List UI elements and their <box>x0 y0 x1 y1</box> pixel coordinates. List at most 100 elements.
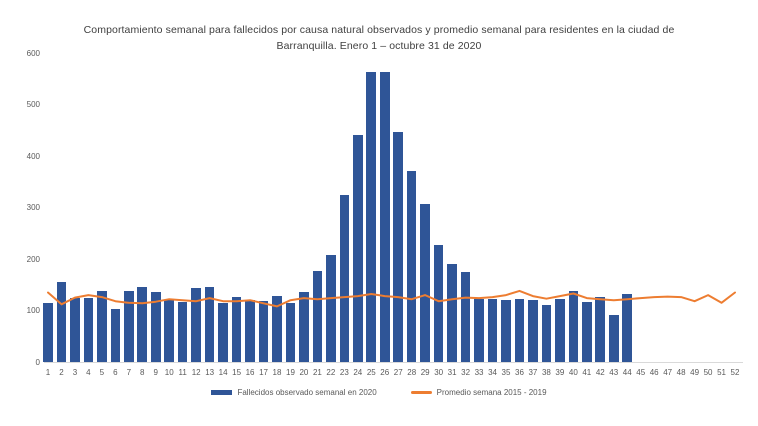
bar-week-26 <box>379 72 390 362</box>
x-axis-label-week-25: 25 <box>366 368 376 377</box>
y-axis-label-500: 500 <box>26 100 40 109</box>
x-axis-label-week-21: 21 <box>312 368 322 377</box>
bar-week-39 <box>555 299 565 362</box>
y-axis-label-100: 100 <box>26 306 40 315</box>
bar-week-24 <box>353 135 363 362</box>
bar-week-29 <box>420 203 430 362</box>
bar-week-27 <box>393 131 404 362</box>
bar-week-16 <box>245 299 255 362</box>
x-axis-label-week-49: 49 <box>690 368 700 377</box>
x-axis-label-week-42: 42 <box>595 368 605 377</box>
bar-week-33 <box>474 298 484 362</box>
x-axis-label-week-38: 38 <box>541 368 551 377</box>
bar-week-15 <box>231 296 242 362</box>
legend: Fallecidos observado semanal en 2020 Pro… <box>0 388 758 397</box>
x-axis-label-week-7: 7 <box>126 368 132 377</box>
bar-week-34 <box>487 298 498 362</box>
x-axis-label-week-50: 50 <box>703 368 713 377</box>
x-axis-label-week-20: 20 <box>299 368 309 377</box>
y-axis-label-200: 200 <box>26 254 40 264</box>
x-axis-label-week-35: 35 <box>501 368 511 377</box>
x-axis-label-week-18: 18 <box>272 368 282 377</box>
bar-week-43 <box>608 314 619 362</box>
x-axis-label-week-29: 29 <box>420 368 430 377</box>
x-axis-label-week-10: 10 <box>164 368 174 377</box>
x-axis-label-week-16: 16 <box>245 368 255 377</box>
bar-week-40 <box>568 290 579 362</box>
bar-week-18 <box>272 296 282 362</box>
x-axis-label-week-44: 44 <box>622 368 632 377</box>
bar-week-10 <box>164 300 175 362</box>
bar-week-30 <box>433 244 444 362</box>
bar-week-23 <box>339 195 350 362</box>
x-axis-line <box>44 362 743 363</box>
bar-week-1 <box>43 302 53 362</box>
x-axis-label-week-13: 13 <box>205 368 215 377</box>
x-axis-label-week-9: 9 <box>153 368 158 377</box>
legend-label-observed: Fallecidos observado semanal en 2020 <box>237 388 377 397</box>
y-axis-label-400: 400 <box>26 151 40 161</box>
bar-week-17 <box>258 300 269 362</box>
x-axis-label-week-15: 15 <box>232 368 242 377</box>
bar-week-38 <box>541 305 552 362</box>
bar-week-11 <box>177 301 188 362</box>
x-axis-label-week-23: 23 <box>339 368 349 377</box>
legend-item-observed: Fallecidos observado semanal en 2020 <box>211 388 377 397</box>
x-axis-label-week-11: 11 <box>178 368 187 377</box>
legend-item-average: Promedio semana 2015 - 2019 <box>410 388 547 397</box>
x-axis-label-week-26: 26 <box>380 368 390 377</box>
bar-week-35 <box>501 299 511 362</box>
bar-week-25 <box>366 72 377 362</box>
bar-week-9 <box>150 291 161 362</box>
x-axis-label-week-36: 36 <box>515 368 524 377</box>
x-axis-label-week-19: 19 <box>286 368 295 377</box>
x-axis-label-week-52: 52 <box>730 368 740 377</box>
bar-week-37 <box>528 299 538 362</box>
x-axis-label-week-1: 1 <box>45 368 51 377</box>
chart-title: Comportamiento semanal para fallecidos p… <box>83 24 675 53</box>
bar-week-32 <box>460 271 471 362</box>
x-axis-label-week-30: 30 <box>434 368 444 377</box>
x-axis-label-week-40: 40 <box>568 368 578 377</box>
x-axis-label-week-24: 24 <box>353 368 363 377</box>
bar-week-12 <box>191 287 201 362</box>
bar-week-13 <box>204 286 215 362</box>
x-axis-label-week-8: 8 <box>140 368 145 377</box>
bar-week-5 <box>97 290 107 362</box>
x-axis-label-week-46: 46 <box>649 368 659 377</box>
x-axis-label-week-17: 17 <box>259 368 268 377</box>
y-axis-label-600: 600 <box>26 48 40 58</box>
x-axis-label-week-14: 14 <box>218 368 228 377</box>
bar-week-20 <box>299 292 309 362</box>
x-axis-label-week-28: 28 <box>407 368 417 377</box>
bar-week-31 <box>447 264 457 362</box>
x-axis-label-week-45: 45 <box>636 368 646 377</box>
x-axis-label-week-48: 48 <box>676 368 686 377</box>
line-series-swatch <box>410 391 432 394</box>
bar-week-21 <box>312 270 323 362</box>
bar-week-19 <box>285 303 296 362</box>
x-axis-label-week-41: 41 <box>582 368 592 377</box>
x-axis-label-week-12: 12 <box>191 368 201 377</box>
x-axis-label-week-33: 33 <box>474 368 484 377</box>
bar-week-7 <box>124 291 134 362</box>
x-axis-label-week-31: 31 <box>447 368 457 377</box>
x-axis-label-week-51: 51 <box>717 368 726 377</box>
bar-week-41 <box>582 301 592 362</box>
x-axis-label-week-6: 6 <box>113 368 118 377</box>
bar-week-8 <box>137 287 148 362</box>
bar-week-3 <box>70 297 80 362</box>
x-axis-label-week-32: 32 <box>461 368 471 377</box>
x-axis-label-week-4: 4 <box>86 368 91 377</box>
x-axis-label-week-37: 37 <box>528 368 538 377</box>
x-axis-label-week-2: 2 <box>59 368 64 377</box>
bar-week-28 <box>406 171 417 362</box>
x-axis-label-week-27: 27 <box>393 368 403 377</box>
x-axis-label-week-3: 3 <box>72 368 78 377</box>
bar-series-swatch <box>211 390 233 395</box>
bar-week-42 <box>595 297 606 362</box>
legend-label-average: Promedio semana 2015 - 2019 <box>436 388 547 397</box>
x-axis-label-week-34: 34 <box>488 368 497 377</box>
x-axis-label-week-43: 43 <box>609 368 619 377</box>
